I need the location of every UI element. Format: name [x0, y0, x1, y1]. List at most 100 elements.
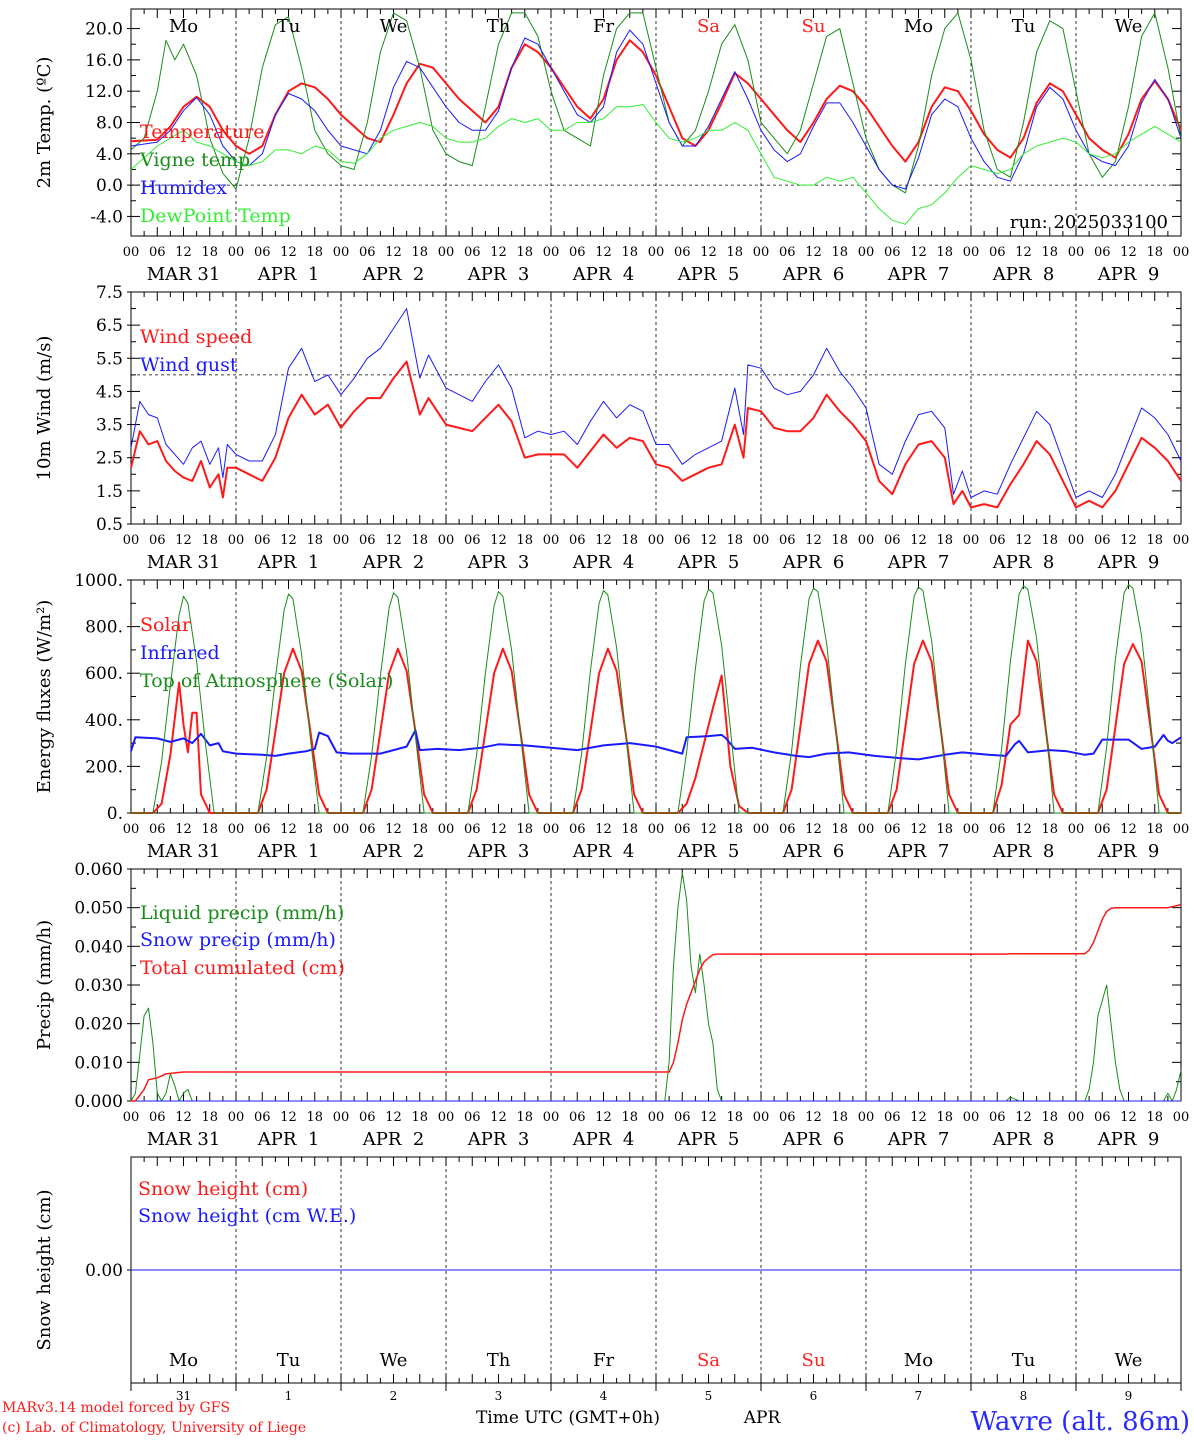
weekday-label: We — [380, 1350, 408, 1371]
hour-label: 00 — [438, 533, 455, 548]
hour-label: 12 — [700, 245, 717, 260]
y-tick-label: 0.0 — [96, 176, 123, 196]
y-tick-label: 1000. — [74, 571, 123, 591]
date-label: MAR 31 — [147, 1129, 221, 1150]
hour-label: 06 — [464, 822, 481, 837]
hour-label: 12 — [1015, 1110, 1032, 1125]
hour-label: 06 — [989, 1110, 1006, 1125]
y-tick-label: 0. — [107, 804, 123, 824]
hour-label: 18 — [306, 1110, 323, 1125]
hour-label: 18 — [1041, 1110, 1058, 1125]
hour-label: 18 — [1041, 533, 1058, 548]
hour-label: 18 — [201, 1110, 218, 1125]
date-label: APR 9 — [1097, 1129, 1160, 1150]
hour-label: 12 — [1120, 1110, 1137, 1125]
date-label: APR 2 — [362, 552, 425, 573]
series-line — [130, 39, 1182, 163]
hour-label: 06 — [254, 533, 271, 548]
series-line — [131, 903, 1182, 1102]
hour-label: 12 — [385, 533, 402, 548]
hour-label: 06 — [884, 245, 901, 260]
hour-label: 18 — [516, 1110, 533, 1125]
y-tick-label: 4.5 — [96, 382, 123, 402]
weekday-label: Th — [487, 16, 511, 37]
hour-label: 18 — [411, 245, 428, 260]
hour-label: 06 — [569, 1110, 586, 1125]
hour-label: 12 — [700, 822, 717, 837]
hour-label: 06 — [989, 822, 1006, 837]
hour-label: 12 — [805, 1110, 822, 1125]
y-tick-label: -4.0 — [90, 207, 123, 227]
hour-label: 12 — [1015, 533, 1032, 548]
date-label: MAR 31 — [147, 552, 221, 573]
day-number-label: 5 — [705, 1389, 713, 1403]
hour-label: 12 — [1015, 245, 1032, 260]
weekday-label: Fr — [593, 1350, 614, 1371]
hour-label: 00 — [123, 822, 140, 837]
weekday-label: Tu — [1012, 16, 1036, 37]
hour-label: 00 — [963, 1110, 980, 1125]
hour-label: 00 — [753, 533, 770, 548]
x-axis-title: Time UTC (GMT+0h) — [476, 1408, 660, 1428]
legend-entry: Top of Atmosphere (Solar) — [140, 670, 393, 692]
hour-label: 18 — [621, 822, 638, 837]
day-number-label: 6 — [810, 1389, 818, 1403]
hour-label: 12 — [280, 822, 297, 837]
hour-label: 12 — [175, 533, 192, 548]
hour-label: 12 — [1015, 822, 1032, 837]
date-label: APR 8 — [992, 552, 1055, 573]
hour-label: 18 — [1041, 822, 1058, 837]
hour-label: 12 — [280, 533, 297, 548]
y-tick-label: 0.00 — [85, 1261, 123, 1281]
hour-label: 18 — [306, 245, 323, 260]
hour-label: 00 — [648, 822, 665, 837]
hour-label: 00 — [648, 533, 665, 548]
hour-label: 06 — [1094, 533, 1111, 548]
date-label: APR 2 — [362, 841, 425, 862]
series-line — [130, 29, 1182, 190]
y-tick-label: 600. — [85, 664, 123, 684]
panel-1: -4.0 0.0 4.0 8.0 12.0 16.0 20.0 2m Temp. (ºC) Te… — [34, 8, 1189, 285]
hour-label: 12 — [490, 1110, 507, 1125]
hour-label: 00 — [858, 822, 875, 837]
legend-entry: Snow height (cm) — [138, 1178, 308, 1200]
series-line — [130, 308, 1182, 498]
y-tick-label: 0.040 — [74, 937, 123, 957]
hour-label: 00 — [1173, 822, 1190, 837]
hour-label: 18 — [516, 245, 533, 260]
hour-label: 00 — [543, 245, 560, 260]
y-tick-label: 200. — [85, 757, 123, 777]
hour-label: 12 — [595, 533, 612, 548]
y-tick-label: 8.0 — [96, 114, 123, 134]
hour-label: 06 — [464, 245, 481, 260]
hour-label: 06 — [989, 245, 1006, 260]
hour-label: 12 — [910, 1110, 927, 1125]
date-label: APR 7 — [887, 841, 950, 862]
hour-label: 18 — [411, 822, 428, 837]
hour-label: 00 — [858, 533, 875, 548]
y-tick-label: 16.0 — [85, 51, 123, 71]
weekday-label: Su — [802, 16, 826, 37]
hour-label: 18 — [201, 822, 218, 837]
hour-label: 00 — [438, 822, 455, 837]
hour-label: 12 — [805, 822, 822, 837]
weekday-label: Su — [802, 1350, 826, 1371]
hour-label: 12 — [1120, 245, 1137, 260]
date-label: APR 6 — [782, 552, 845, 573]
weekday-label: Fr — [593, 16, 614, 37]
y-tick-label: 800. — [85, 618, 123, 638]
date-label: APR 1 — [257, 264, 320, 285]
day-number-label: 4 — [600, 1389, 608, 1403]
hour-label: 18 — [936, 245, 953, 260]
weekday-label: We — [1115, 16, 1143, 37]
hour-label: 18 — [831, 245, 848, 260]
hour-label: 00 — [1068, 533, 1085, 548]
hour-label: 06 — [779, 1110, 796, 1125]
hour-label: 00 — [753, 822, 770, 837]
date-label: APR 3 — [467, 552, 530, 573]
legend-entry: Wind speed — [140, 326, 252, 348]
y-tick-label: 0.050 — [74, 899, 123, 919]
hour-label: 06 — [359, 822, 376, 837]
hour-label: 06 — [464, 1110, 481, 1125]
date-label: APR 1 — [257, 841, 320, 862]
